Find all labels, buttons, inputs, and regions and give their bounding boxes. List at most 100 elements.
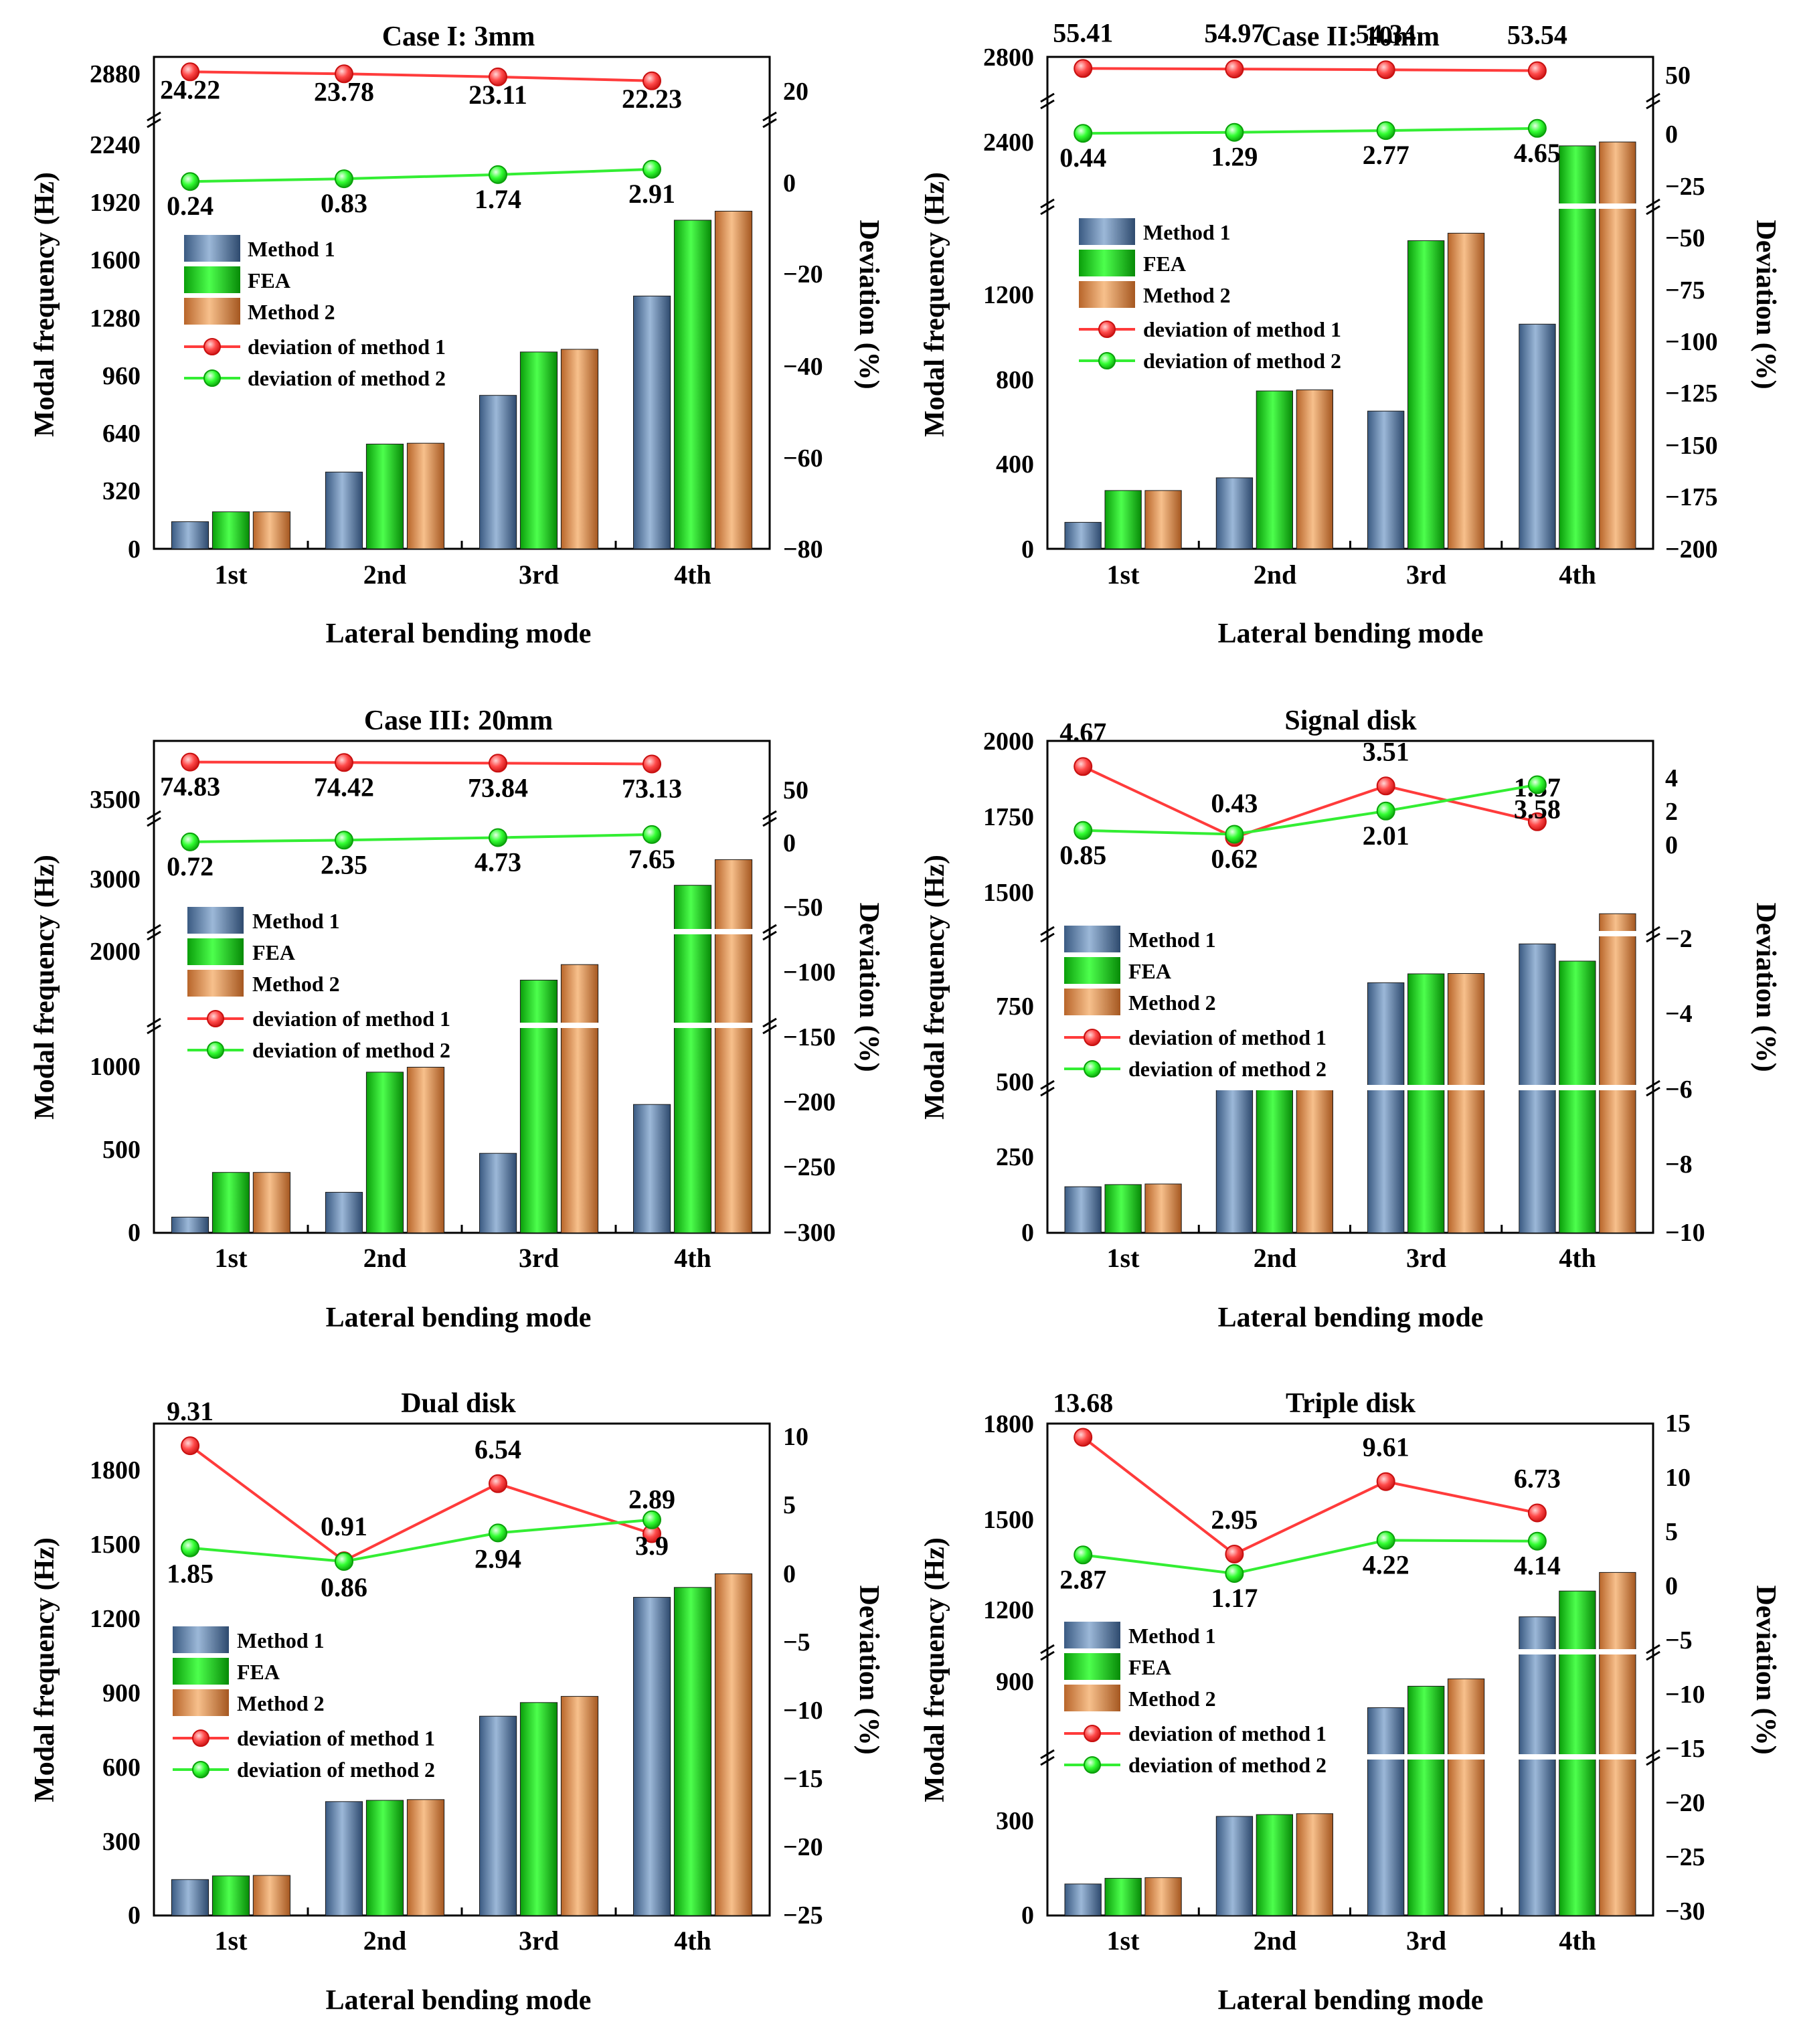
x-ticks: 1st 2nd 3rd 4th bbox=[1107, 1926, 1596, 1956]
deviation-marker-2 bbox=[335, 831, 353, 850]
legend-label: deviation of method 2 bbox=[1143, 349, 1341, 373]
y-tick: 1200 bbox=[983, 281, 1034, 309]
y-tick: 2000 bbox=[983, 728, 1034, 756]
y2-tick: −100 bbox=[1665, 328, 1718, 356]
data-label: 54.34 bbox=[1356, 19, 1416, 49]
axis-break-mark bbox=[147, 810, 161, 821]
bar-method-2 bbox=[406, 1799, 445, 1916]
y-axis-label: Modal frequency (Hz) bbox=[29, 855, 60, 1120]
data-label: 74.83 bbox=[160, 772, 220, 802]
deviation-line-1 bbox=[189, 1444, 653, 1563]
bar-marks: 4.670.433.511.370.850.622.013.58 bbox=[1040, 717, 1660, 1233]
panel-title: Case II: 10mm bbox=[1262, 21, 1440, 52]
y2-tick: −80 bbox=[783, 535, 823, 564]
legend-swatch-fea bbox=[1064, 1653, 1120, 1680]
bar-method-2 bbox=[1447, 1678, 1485, 1916]
deviation-marker-1 bbox=[335, 64, 353, 84]
deviation-marker-1 bbox=[1376, 60, 1395, 80]
deviation-marker-1 bbox=[489, 1474, 507, 1493]
legend-label: Method 1 bbox=[248, 237, 335, 261]
y2-tick: −200 bbox=[783, 1088, 836, 1116]
bar-fea bbox=[519, 351, 558, 549]
y2-tick: −60 bbox=[783, 444, 823, 473]
deviation-marker-2 bbox=[1074, 124, 1093, 143]
y-tick: 300 bbox=[996, 1807, 1034, 1835]
bar-method-2 bbox=[560, 964, 599, 1233]
y-tick: 2400 bbox=[983, 129, 1034, 157]
legend-label: Method 2 bbox=[237, 1691, 325, 1715]
axis-break-mark bbox=[762, 118, 777, 129]
data-label: 3.58 bbox=[1514, 794, 1561, 825]
legend-label: deviation of method 1 bbox=[252, 1007, 450, 1031]
axis-break-gap bbox=[1049, 1754, 1652, 1760]
data-label: 73.13 bbox=[622, 774, 682, 804]
bar-marks: 13.68 2.95 9.61 6.73 2.87 1.17 4.22 4.14 bbox=[1040, 1388, 1660, 1916]
bar-method-2 bbox=[406, 1067, 445, 1233]
y2-axis-label: Deviation (%) bbox=[853, 902, 884, 1072]
legend-marker-dev-1 bbox=[207, 1010, 224, 1027]
bar-fea bbox=[211, 1875, 250, 1916]
legend-swatch-fea bbox=[184, 266, 240, 293]
data-label: 9.61 bbox=[1363, 1432, 1409, 1462]
bar-method-2 bbox=[406, 442, 445, 549]
y2-tick: −75 bbox=[1665, 276, 1705, 305]
tick-marks bbox=[1046, 541, 1654, 549]
bar-method-1 bbox=[633, 1597, 671, 1916]
data-label: 0.43 bbox=[1211, 788, 1258, 818]
legend-swatch-method-1 bbox=[1064, 926, 1120, 952]
y-tick: 0 bbox=[128, 1901, 141, 1930]
axis-break-mark bbox=[1646, 1080, 1660, 1090]
axis-break-mark bbox=[762, 810, 777, 821]
y2-tick: 5 bbox=[1665, 1518, 1678, 1546]
legend-label: Method 2 bbox=[252, 972, 340, 996]
axis-break-mark bbox=[147, 118, 161, 129]
deviation-line-1 bbox=[1082, 1436, 1538, 1556]
deviation-marker-1 bbox=[643, 754, 661, 774]
y2-tick: −50 bbox=[783, 893, 823, 922]
panel-title: Signal disk bbox=[1284, 705, 1417, 736]
axis-break-mark bbox=[762, 1017, 777, 1028]
deviation-marker-2 bbox=[1376, 121, 1395, 141]
x-tick: 1st bbox=[215, 560, 248, 590]
legend-marker-dev-1 bbox=[1084, 1725, 1101, 1742]
y-tick: 1500 bbox=[983, 1506, 1034, 1534]
y-tick: 1750 bbox=[983, 803, 1034, 831]
bar-method-1 bbox=[1215, 477, 1254, 549]
x-axis-label: Lateral bending mode bbox=[326, 1985, 592, 2016]
legend-marker-dev-1 bbox=[192, 1729, 209, 1747]
y-ticks: 0 250 500 750 1500 1750 2000 bbox=[983, 728, 1034, 1247]
y-tick: 1800 bbox=[90, 1456, 141, 1484]
axis-break-gap bbox=[1049, 98, 1652, 103]
y2-tick: −150 bbox=[1665, 432, 1718, 460]
bar-method-2 bbox=[714, 1573, 753, 1916]
bar-method-2 bbox=[1599, 913, 1636, 1233]
deviation-marker-2 bbox=[643, 1510, 661, 1529]
data-label: 7.65 bbox=[628, 844, 675, 874]
axis-break-gap bbox=[155, 1023, 768, 1028]
data-label: 2.01 bbox=[1363, 821, 1409, 851]
legend-label: deviation of method 1 bbox=[248, 335, 446, 359]
y-ticks: 0 300 900 1200 1500 1800 bbox=[983, 1410, 1034, 1930]
data-label: 0.91 bbox=[321, 1511, 367, 1541]
deviation-marker-2 bbox=[1376, 801, 1395, 821]
legend-label: Method 1 bbox=[1128, 928, 1216, 952]
axis-break-mark bbox=[762, 924, 777, 934]
axis-break-mark bbox=[1040, 1756, 1055, 1766]
data-label: 6.73 bbox=[1514, 1464, 1561, 1494]
y2-tick: −8 bbox=[1665, 1151, 1693, 1179]
y-ticks: 0 320 640 960 1280 1600 1920 2240 2880 bbox=[90, 60, 141, 564]
panel-title: Case I: 3mm bbox=[382, 21, 535, 52]
y2-ticks: 15 10 5 0 −5 −10 −15 −20 −25 −30 bbox=[1665, 1410, 1705, 1926]
y2-tick: −175 bbox=[1665, 483, 1718, 511]
deviation-marker-2 bbox=[1074, 1545, 1093, 1565]
x-tick: 1st bbox=[1107, 1243, 1140, 1273]
axis-break-gap bbox=[1049, 1085, 1652, 1090]
deviation-marker-2 bbox=[335, 1552, 353, 1571]
data-label: 4.22 bbox=[1363, 1549, 1409, 1580]
bar-method-2 bbox=[560, 1696, 599, 1916]
deviation-marker-1 bbox=[1074, 1428, 1093, 1447]
x-ticks: 1st 2nd 3rd 4th bbox=[215, 1243, 711, 1273]
legend: Method 1 FEA Method 2 deviation of metho… bbox=[1064, 1622, 1327, 1777]
y2-tick: −250 bbox=[783, 1153, 836, 1181]
